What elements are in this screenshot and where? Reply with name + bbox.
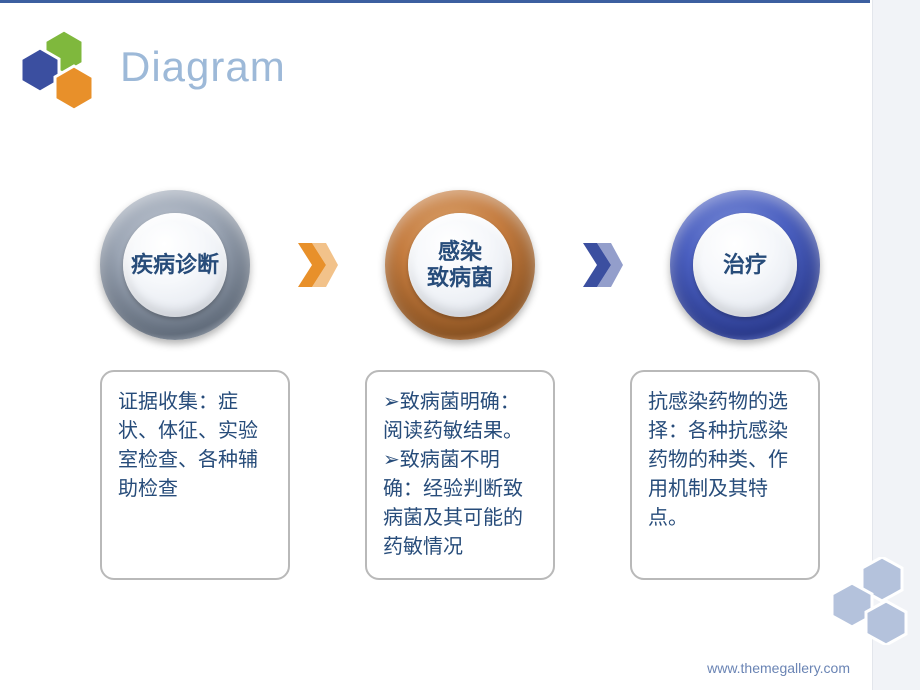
hex-orange [55, 66, 93, 110]
desc-box-1: 证据收集：症状、体征、实验室检查、各种辅助检查 [100, 370, 290, 580]
top-divider [0, 0, 870, 3]
hex-blue [21, 48, 59, 92]
ring-label-2: 感染 致病菌 [427, 239, 493, 292]
ring-inner-1: 疾病诊断 [123, 213, 227, 317]
chevron-2-icon [581, 243, 625, 287]
ring-step-1: 疾病诊断 [100, 190, 250, 340]
desc-boxes-row: 证据收集：症状、体征、实验室检查、各种辅助检查 ➢致病菌明确：阅读药敏结果。 ➢… [100, 370, 820, 580]
ring-step-2: 感染 致病菌 [385, 190, 535, 340]
chevron-1-icon [296, 243, 340, 287]
ring-inner-3: 治疗 [693, 213, 797, 317]
deco-hex-cluster [824, 557, 914, 650]
slide-title: Diagram [120, 43, 286, 91]
deco-hex-3 [866, 601, 906, 645]
ring-label-3: 治疗 [723, 252, 767, 278]
logo-hex-cluster [18, 30, 108, 110]
title-area: Diagram [18, 30, 286, 110]
footer-url: www.themegallery.com [707, 660, 850, 676]
ring-inner-2: 感染 致病菌 [408, 213, 512, 317]
desc-box-2: ➢致病菌明确：阅读药敏结果。 ➢致病菌不明确：经验判断致病菌及其可能的药敏情况 [365, 370, 555, 580]
steps-row: 疾病诊断 感染 致病菌 治疗 [100, 190, 820, 340]
ring-step-3: 治疗 [670, 190, 820, 340]
ring-label-1: 疾病诊断 [131, 252, 219, 278]
desc-box-3: 抗感染药物的选择：各种抗感染药物的种类、作用机制及其特点。 [630, 370, 820, 580]
